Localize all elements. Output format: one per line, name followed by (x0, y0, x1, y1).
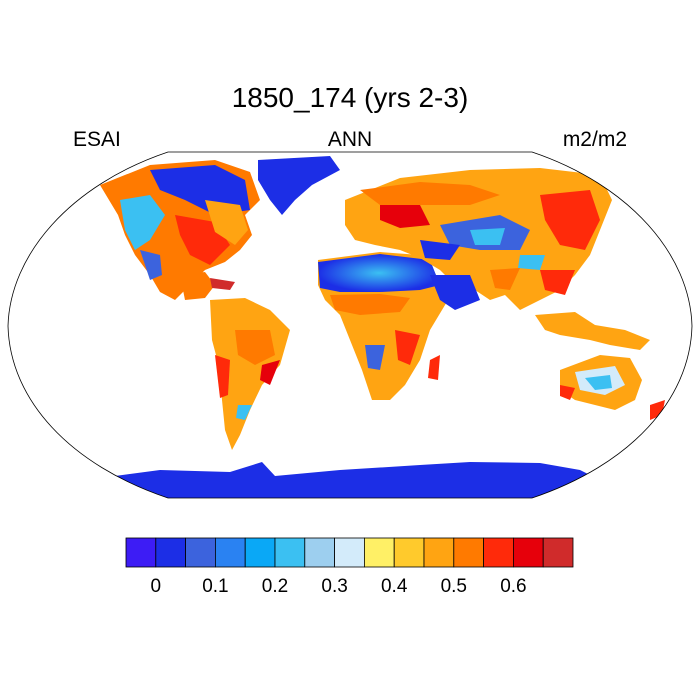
colorbar-box (453, 537, 484, 568)
colorbar-tick-label: 0.4 (381, 576, 408, 597)
colorbar-tick-label: 0.6 (500, 576, 526, 597)
colorbar-box (125, 537, 157, 568)
units-label: m2/m2 (562, 128, 627, 151)
colorbar-box (334, 537, 365, 568)
colorbar-box (274, 537, 306, 568)
colorbar-box (244, 537, 276, 568)
colorbar-box (393, 537, 425, 568)
colorbar-box (542, 537, 574, 568)
colorbar-box (185, 537, 216, 568)
colorbar-tick-label: 0.3 (321, 576, 347, 597)
colorbar-box (363, 537, 395, 568)
variable-label: ESAI (73, 128, 121, 151)
colorbar-tick-label: 0.5 (441, 576, 467, 597)
plot-title: 1850_174 (yrs 2-3) (231, 82, 469, 113)
colorbar-tick-label: 0 (151, 576, 162, 597)
colorbar-tick-label: 0.2 (262, 576, 288, 597)
greenland-region (258, 156, 340, 215)
arabia-region (430, 275, 480, 310)
colorbar-box (304, 537, 335, 568)
globe-outline (7, 151, 693, 499)
colorbar-box (513, 537, 544, 568)
se-asia-islands (535, 312, 650, 350)
season-label: ANN (327, 128, 373, 151)
colorbar-box (483, 537, 514, 568)
colorbar-tick-label: 0.1 (202, 576, 228, 597)
colorbar-box (214, 537, 246, 568)
sahara-region (318, 254, 440, 292)
colorbar-box (155, 537, 187, 568)
antarctica-region (100, 462, 600, 498)
colorbar-box (423, 537, 455, 568)
